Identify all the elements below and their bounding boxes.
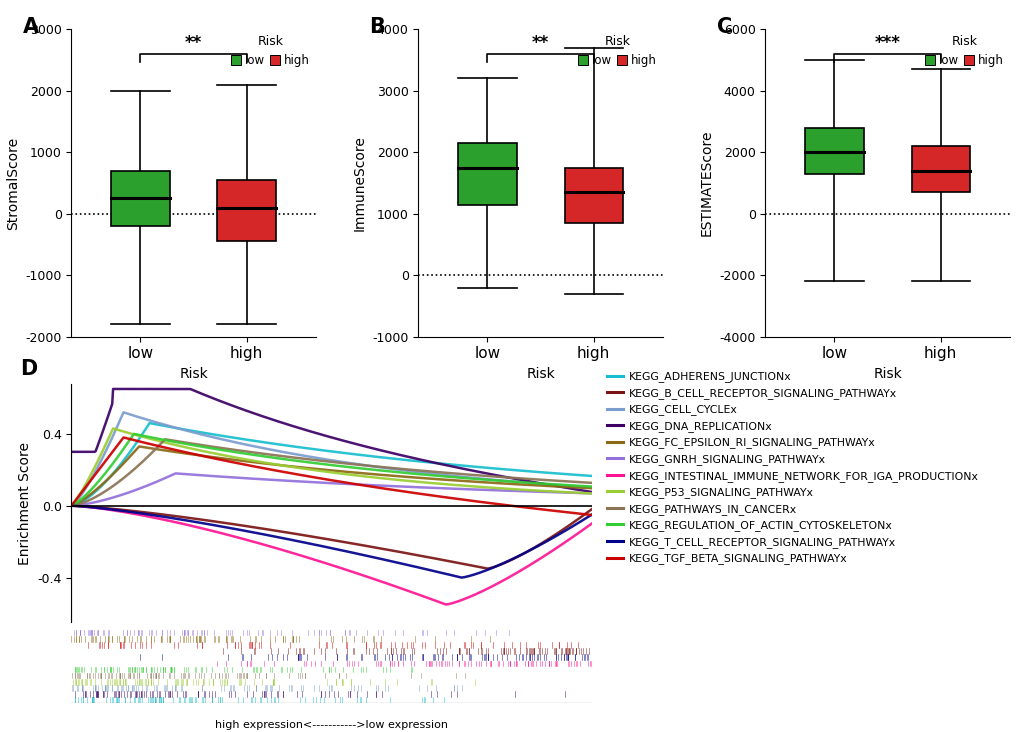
Bar	[217, 180, 276, 242]
X-axis label: Risk: Risk	[526, 367, 554, 381]
Text: **: **	[184, 34, 202, 53]
Legend: low, high: low, high	[230, 35, 310, 67]
Text: B: B	[369, 17, 385, 37]
Text: A: A	[22, 17, 39, 37]
Text: ***: ***	[874, 34, 900, 53]
Text: C: C	[716, 17, 731, 37]
Y-axis label: ImmuneScore: ImmuneScore	[353, 135, 367, 231]
Legend: low, high: low, high	[924, 35, 1003, 67]
Bar	[911, 146, 969, 193]
Text: D: D	[20, 359, 38, 378]
Legend: KEGG_ADHERENS_JUNCTIONx, KEGG_B_CELL_RECEPTOR_SIGNALING_PATHWAYx, KEGG_CELL_CYCL: KEGG_ADHERENS_JUNCTIONx, KEGG_B_CELL_REC…	[606, 371, 978, 564]
Y-axis label: Enrichment Score: Enrichment Score	[17, 441, 32, 564]
Bar	[564, 168, 623, 223]
X-axis label: Risk: Risk	[179, 367, 208, 381]
Y-axis label: ESTIMATEScore: ESTIMATEScore	[699, 130, 713, 236]
X-axis label: Risk: Risk	[872, 367, 901, 381]
Bar	[804, 127, 863, 173]
Text: **: **	[532, 34, 548, 53]
Bar	[458, 143, 517, 204]
Text: high expression<----------->low expression: high expression<----------->low expressi…	[215, 720, 447, 730]
Y-axis label: StromalScore: StromalScore	[6, 136, 19, 230]
Bar	[111, 171, 169, 226]
Legend: low, high: low, high	[577, 35, 656, 67]
